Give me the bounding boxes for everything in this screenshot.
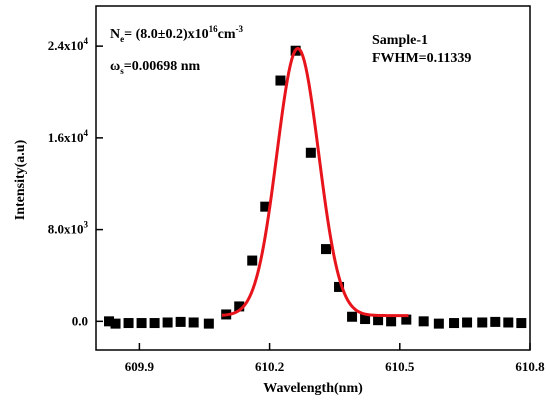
fit-curve <box>221 46 409 318</box>
data-point <box>433 318 444 329</box>
data-point <box>462 317 473 328</box>
y-tick-label: 8.0x103 <box>48 220 89 237</box>
data-point <box>321 244 332 255</box>
data-point <box>123 318 134 329</box>
fwhm-annotation: FWHM=0.11339 <box>372 51 471 66</box>
plot-frame <box>95 5 531 351</box>
x-tick-label: 610.5 <box>385 359 415 374</box>
y-tick-label: 1.6x104 <box>48 128 89 145</box>
data-point <box>305 147 316 158</box>
data-point <box>418 316 429 327</box>
data-point <box>347 311 358 322</box>
data-point <box>175 316 186 327</box>
data-point <box>247 255 258 266</box>
data-point <box>162 317 173 328</box>
data-point <box>136 318 147 329</box>
data-point <box>490 316 501 327</box>
x-tick-label: 610.8 <box>515 359 545 374</box>
x-tick-label: 609.9 <box>125 359 155 374</box>
y-tick-label: 0.0 <box>72 313 88 328</box>
sample-annotation: Sample-1 <box>372 33 428 48</box>
data-point <box>401 314 412 325</box>
data-point <box>373 315 384 326</box>
data-point <box>203 318 214 329</box>
data-point <box>234 301 245 312</box>
data-point <box>334 281 345 292</box>
data-point <box>360 314 371 325</box>
density-annotation: Ne= (8.0±0.2)x1016cm-3 <box>110 24 244 44</box>
x-tick-label: 610.2 <box>255 359 284 374</box>
x-axis-label: Wavelength(nm) <box>263 381 363 396</box>
data-point <box>275 75 286 86</box>
data-point <box>188 317 199 328</box>
data-point <box>516 318 527 329</box>
data-point <box>477 317 488 328</box>
data-point <box>386 316 397 327</box>
y-axis-label: Intensity(a.u) <box>13 139 28 220</box>
width-annotation: ωs=0.00698 nm <box>110 59 201 76</box>
y-tick-label: 2.4x104 <box>48 36 89 53</box>
data-point <box>260 201 271 212</box>
data-point <box>110 318 121 329</box>
data-point <box>149 318 160 329</box>
data-point <box>104 316 115 327</box>
data-point <box>449 318 460 329</box>
data-point <box>503 317 514 328</box>
